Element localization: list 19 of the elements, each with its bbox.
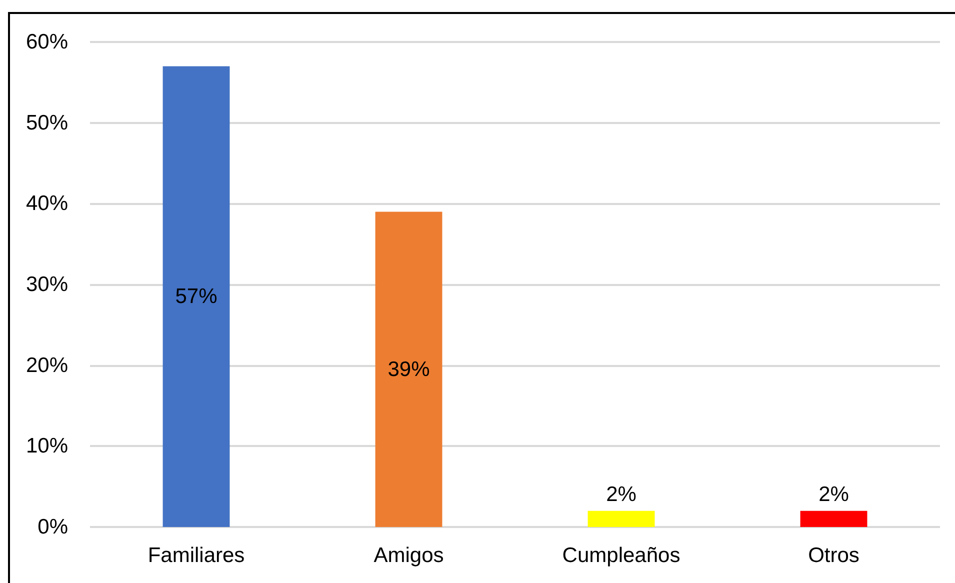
y-tick-label: 20% [26, 354, 68, 377]
x-tick-label: Otros [808, 544, 860, 567]
y-tick-label: 10% [26, 434, 68, 458]
x-tick-label: Familiares [148, 544, 245, 567]
data-label: 2% [606, 482, 636, 506]
bar [375, 212, 442, 527]
y-tick-label: 50% [26, 111, 68, 134]
bar [588, 510, 655, 527]
y-tick-label: 0% [38, 516, 68, 538]
y-tick-label: 60% [26, 30, 68, 54]
data-label: 57% [175, 285, 218, 308]
y-tick-label: 40% [26, 192, 68, 216]
x-tick-label: Cumpleaños [562, 544, 680, 567]
y-tick-label: 30% [26, 273, 68, 296]
data-label: 2% [818, 482, 849, 506]
bar [800, 510, 868, 527]
bar [162, 66, 230, 527]
data-label: 39% [388, 358, 430, 381]
x-tick-label: Amigos [374, 544, 444, 567]
